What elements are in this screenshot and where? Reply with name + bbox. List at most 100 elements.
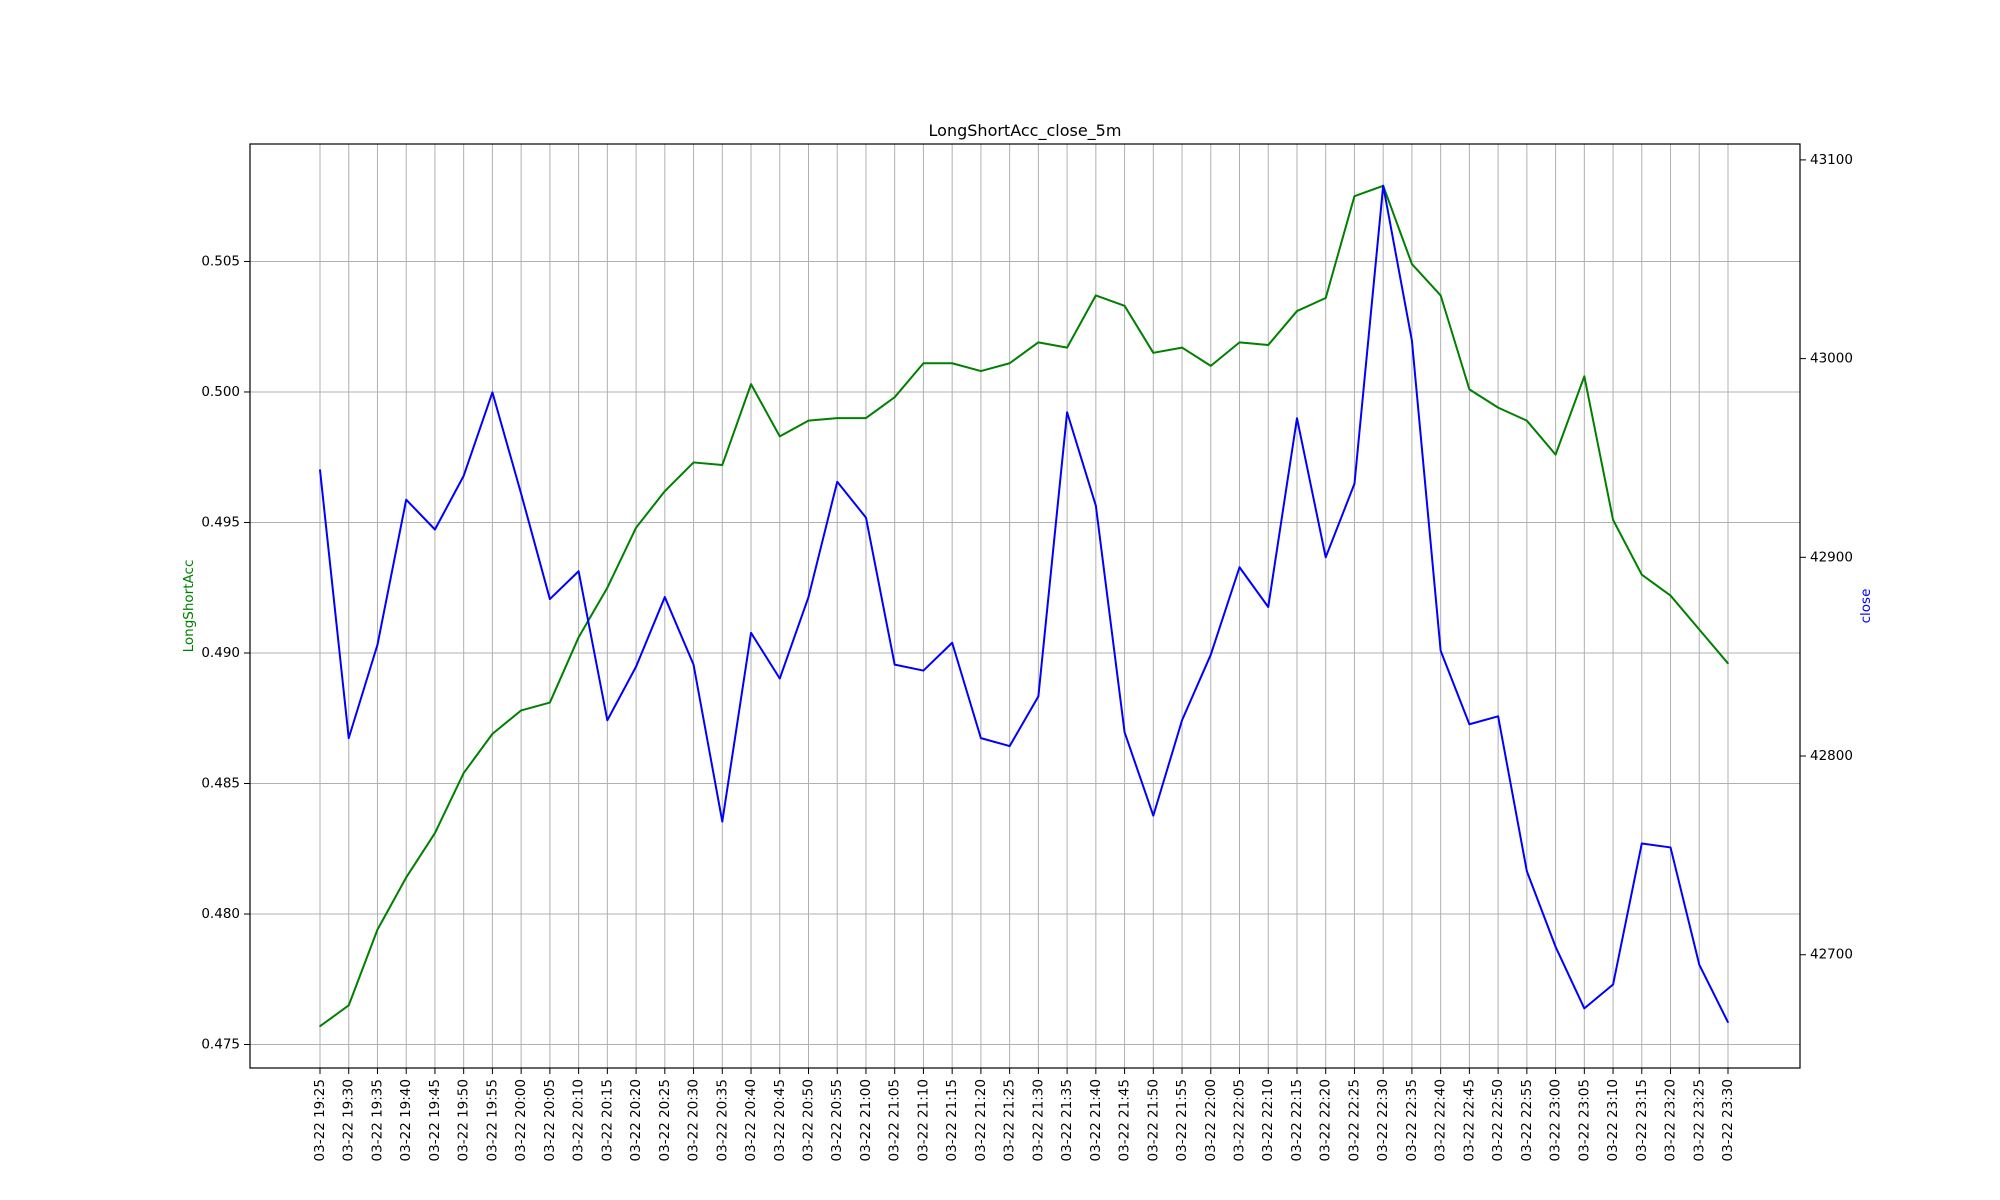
x-tick-label: 03-22 19:25 bbox=[312, 1079, 328, 1161]
x-tick-label: 03-22 19:50 bbox=[456, 1079, 472, 1161]
left-tick-label: 0.475 bbox=[201, 1037, 240, 1053]
x-tick-label: 03-22 21:15 bbox=[944, 1079, 960, 1161]
close-point bbox=[922, 669, 925, 672]
LongShortAcc-point bbox=[778, 435, 781, 438]
LongShortAcc-point bbox=[347, 1004, 350, 1007]
close-point bbox=[434, 528, 436, 531]
x-tick-label: 03-22 19:45 bbox=[427, 1079, 443, 1161]
close-point bbox=[951, 641, 953, 644]
close-point bbox=[1411, 339, 1413, 342]
LongShortAcc-point bbox=[491, 733, 494, 735]
x-tick-label: 03-22 21:25 bbox=[1002, 1079, 1018, 1161]
close-point bbox=[405, 498, 408, 501]
x-tick-label: 03-22 21:50 bbox=[1145, 1079, 1161, 1161]
LongShortAcc-point bbox=[807, 419, 810, 422]
LongShortAcc-point bbox=[1497, 406, 1499, 409]
x-tick-label: 03-22 23:10 bbox=[1605, 1079, 1621, 1161]
series-lines bbox=[319, 184, 1729, 1028]
LongShortAcc-point bbox=[721, 464, 724, 466]
plot-frame bbox=[249, 143, 1801, 1069]
close-point bbox=[1353, 482, 1356, 485]
close-point bbox=[1468, 723, 1471, 726]
LongShortAcc-point bbox=[1411, 263, 1413, 265]
close-point bbox=[606, 719, 609, 722]
x-tick-label: 03-22 22:05 bbox=[1232, 1079, 1248, 1161]
LongShortAcc-line bbox=[319, 184, 1729, 1028]
LongShortAcc-point bbox=[951, 362, 953, 365]
close-point bbox=[1497, 715, 1499, 718]
LongShortAcc-point bbox=[922, 362, 925, 365]
x-tick-label: 03-22 20:10 bbox=[571, 1079, 587, 1161]
right-tick-label: 42800 bbox=[1810, 748, 1853, 764]
close-point bbox=[1238, 566, 1241, 569]
x-tick-label: 03-22 19:55 bbox=[484, 1079, 500, 1161]
LongShortAcc-point bbox=[865, 417, 867, 419]
close-point bbox=[1439, 649, 1442, 652]
close-point bbox=[980, 737, 982, 739]
x-tick-label: 03-22 22:20 bbox=[1318, 1079, 1334, 1161]
close-point bbox=[520, 492, 522, 495]
right-tick-label: 42900 bbox=[1810, 549, 1853, 565]
LongShortAcc-point bbox=[893, 396, 896, 398]
x-tick-label: 03-22 23:30 bbox=[1720, 1079, 1736, 1161]
LongShortAcc-point bbox=[1123, 305, 1126, 307]
left-tick-label: 0.480 bbox=[201, 906, 240, 922]
close-point bbox=[1698, 963, 1701, 966]
LongShortAcc-point bbox=[1296, 310, 1298, 312]
close-point bbox=[1181, 719, 1183, 722]
close-point bbox=[1669, 846, 1672, 849]
close-point bbox=[491, 391, 494, 394]
close-point bbox=[1583, 1007, 1586, 1010]
right-tick-label: 42700 bbox=[1810, 947, 1853, 963]
close-point bbox=[1382, 184, 1384, 187]
right-axis-label: close bbox=[1858, 589, 1874, 624]
LongShortAcc-point bbox=[836, 417, 839, 419]
x-tick-label: 03-22 23:25 bbox=[1691, 1079, 1707, 1161]
x-tick-label: 03-22 23:00 bbox=[1548, 1079, 1564, 1161]
LongShortAcc-point bbox=[1583, 375, 1586, 378]
x-tick-label: 03-22 20:45 bbox=[772, 1079, 788, 1161]
close-point bbox=[1296, 417, 1298, 420]
LongShortAcc-point bbox=[1439, 294, 1442, 297]
close-point bbox=[1612, 983, 1614, 986]
close-point bbox=[1066, 411, 1068, 414]
close-point bbox=[1526, 870, 1528, 873]
right-tick-label: 43100 bbox=[1810, 152, 1853, 168]
LongShortAcc-point bbox=[1037, 341, 1040, 344]
close-point bbox=[1324, 556, 1327, 559]
close-point bbox=[893, 663, 896, 666]
LongShortAcc-point bbox=[1066, 346, 1068, 349]
x-tick-label: 03-22 20:15 bbox=[599, 1079, 615, 1161]
LongShortAcc-point bbox=[1095, 294, 1097, 297]
close-point bbox=[1008, 745, 1011, 747]
LongShortAcc-point bbox=[1554, 453, 1557, 456]
x-tick-label: 03-22 20:50 bbox=[800, 1079, 816, 1161]
left-tick-label: 0.490 bbox=[201, 645, 240, 661]
left-tick-label: 0.495 bbox=[201, 514, 240, 530]
x-tick-label: 03-22 21:40 bbox=[1088, 1079, 1104, 1161]
close-line bbox=[319, 184, 1729, 1023]
LongShortAcc-point bbox=[1526, 419, 1528, 422]
x-tick-label: 03-22 20:25 bbox=[657, 1079, 673, 1161]
close-point bbox=[462, 475, 465, 477]
close-point bbox=[1554, 945, 1557, 948]
LongShortAcc-point bbox=[1238, 341, 1241, 344]
LongShortAcc-point bbox=[635, 526, 637, 529]
x-tick-label: 03-22 20:05 bbox=[542, 1079, 558, 1161]
close-point bbox=[1640, 842, 1643, 845]
close-point bbox=[1152, 814, 1155, 817]
x-tick-label: 03-22 21:30 bbox=[1030, 1079, 1046, 1161]
LongShortAcc-point bbox=[1612, 519, 1614, 521]
x-tick-label: 03-22 19:40 bbox=[398, 1079, 414, 1161]
LongShortAcc-point bbox=[692, 461, 695, 464]
right-axis: 42700 42800 42900 43000 43100 bbox=[1800, 152, 1853, 963]
LongShortAcc-point bbox=[606, 586, 609, 589]
LongShortAcc-point bbox=[549, 701, 551, 704]
x-tick-label: 03-22 21:20 bbox=[973, 1079, 989, 1161]
LongShortAcc-point bbox=[1468, 388, 1471, 391]
x-tick-label: 03-22 19:35 bbox=[369, 1079, 385, 1161]
close-point bbox=[549, 598, 551, 600]
LongShortAcc-point bbox=[1698, 628, 1701, 631]
